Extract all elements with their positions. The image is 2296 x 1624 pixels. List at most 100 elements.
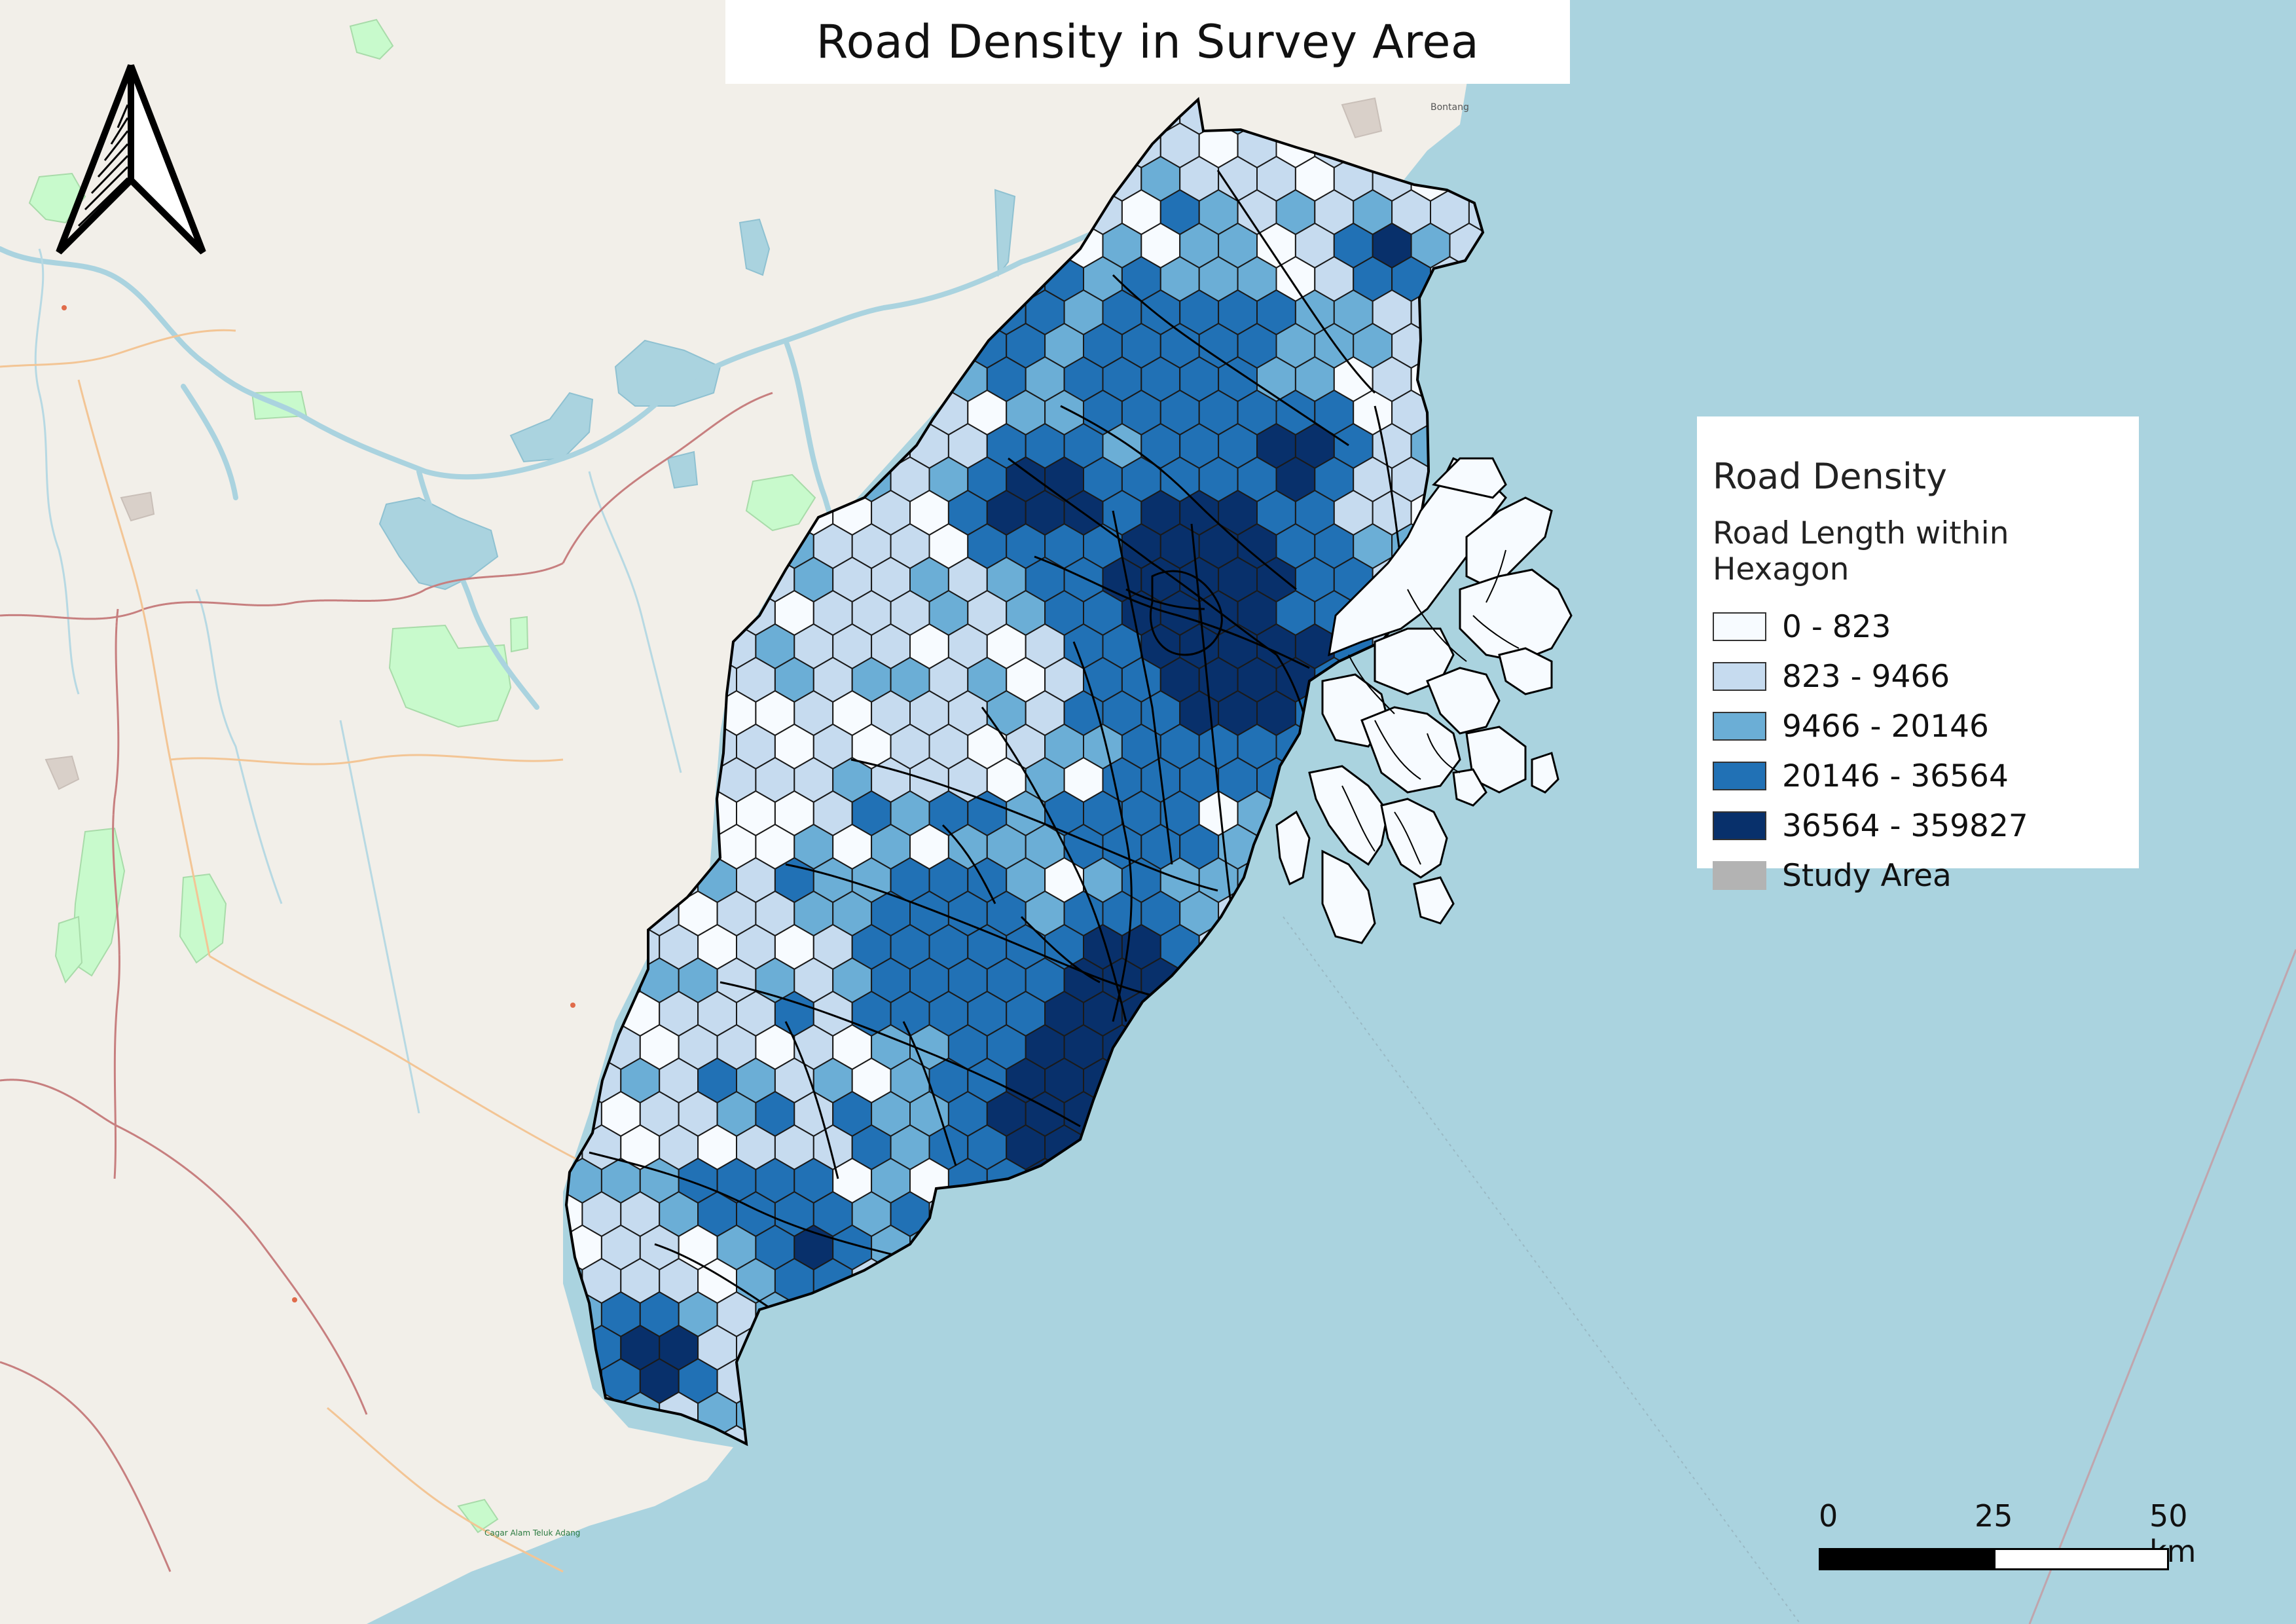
hexagon-cell <box>909 1424 949 1444</box>
hexagon-cell <box>1449 1291 1483 1338</box>
hexagon-cell <box>1063 1291 1104 1338</box>
hexagon-cell <box>1294 1090 1335 1137</box>
hexagon-cell <box>1218 1357 1258 1405</box>
hexagon-cell <box>1179 1224 1220 1271</box>
hexagon-cell <box>1372 1424 1412 1444</box>
hexagon-cell <box>1430 1057 1470 1104</box>
map-title-box: Road Density in Survey Area <box>725 0 1570 84</box>
hexagon-cell <box>1488 824 1527 869</box>
hexagon-cell <box>1218 1224 1258 1271</box>
hexagon-cell <box>1159 1190 1200 1238</box>
hexagon-cell <box>890 1324 930 1371</box>
hexagon-cell <box>1314 1190 1355 1238</box>
hexagon-cell <box>1294 1024 1335 1071</box>
hexagon-cell <box>1430 322 1470 369</box>
hexagon-cell <box>1372 1224 1412 1271</box>
hexagon-cell <box>1256 1024 1296 1071</box>
hexagon-cell <box>1044 1324 1084 1371</box>
hexagon-cell <box>1391 923 1431 970</box>
hexagon-cell <box>1468 322 1483 369</box>
hexagon-cell <box>1488 290 1527 335</box>
legend-item[interactable]: 0 - 823 <box>1713 602 2139 652</box>
hexagon-cell <box>1468 1257 1483 1304</box>
hexagon-cell <box>1333 1357 1374 1405</box>
hexagon-cell <box>1449 890 1483 937</box>
hexagon-cell <box>1449 1157 1483 1204</box>
hexagon-cell <box>1063 1424 1104 1444</box>
streams <box>34 248 682 1114</box>
hexagon-cell <box>793 1424 834 1444</box>
hexagon-cell <box>1237 1391 1277 1438</box>
hexagon-cell <box>890 1391 930 1438</box>
hexagon-cell <box>871 1357 911 1405</box>
hexagon-cell <box>1237 1190 1277 1238</box>
hexagon-cell <box>1140 1357 1181 1405</box>
legend-item[interactable]: Study Area <box>1713 851 2139 900</box>
hexagon-cell <box>832 1291 873 1338</box>
place-label-coastal: Cagar Alam Teluk Adang <box>484 1528 580 1538</box>
hexagon-cell <box>1140 1024 1181 1071</box>
hexagon-cell <box>774 1324 814 1371</box>
hexagon-cell <box>1275 1324 1316 1371</box>
hexagon-cell <box>1256 1357 1296 1405</box>
hexagon-cell <box>1006 1190 1046 1238</box>
hexagon-cell <box>1294 1224 1335 1271</box>
legend-item[interactable]: 36564 - 359827 <box>1713 801 2139 851</box>
legend-item[interactable]: 9466 - 20146 <box>1713 701 2139 751</box>
legend-swatch <box>1713 662 1766 691</box>
hexagon-cell <box>1372 890 1412 937</box>
hexagon-cell <box>1140 1157 1181 1204</box>
hexagon-cell <box>1333 1291 1374 1338</box>
hexagon-cell <box>851 1391 892 1438</box>
hexagon-cell <box>1025 1224 1065 1271</box>
shipping-route <box>1283 916 1801 1624</box>
hexagon-cell <box>1025 1424 1065 1444</box>
hexagon-cell <box>1372 957 1412 1004</box>
hexagon-cell <box>1488 891 1527 936</box>
hexagon-cell <box>1449 1024 1483 1071</box>
hexagon-cell <box>1102 1157 1142 1204</box>
hexagon-cell <box>1179 1291 1220 1338</box>
hexagon-cell <box>1083 1391 1123 1438</box>
hexagon-cell <box>1488 357 1527 401</box>
hexagon-cell <box>1468 1190 1483 1238</box>
hexagon-cell <box>1314 1257 1355 1304</box>
legend-item[interactable]: 823 - 9466 <box>1713 652 2139 701</box>
legend-item-label: 9466 - 20146 <box>1782 708 1989 745</box>
hexagon-cell <box>1083 1190 1123 1238</box>
hexagon-cell <box>1353 1391 1393 1438</box>
legend-item[interactable]: 20146 - 36564 <box>1713 751 2139 801</box>
hexagon-cell <box>1353 1124 1393 1171</box>
hexagon-cell <box>1410 1224 1451 1271</box>
hexagon-cell <box>1063 1357 1104 1405</box>
hexagon-cell <box>1314 990 1355 1037</box>
land-area <box>0 0 1481 1624</box>
hexagon-cell <box>909 1291 949 1338</box>
hexagon-cell <box>1218 1157 1258 1204</box>
north-arrow-icon[interactable] <box>56 64 206 255</box>
hexagon-cell <box>1159 1257 1200 1304</box>
hexagon-cell <box>1044 1391 1084 1438</box>
hexagon-cell <box>1121 1057 1161 1104</box>
hexagon-cell <box>1449 957 1483 1004</box>
hexagon-cell <box>928 1257 969 1304</box>
hexagon-cell <box>1083 1257 1123 1304</box>
hexagon-cell <box>1333 957 1374 1004</box>
delta-channels <box>1341 549 1520 865</box>
hexagon-cell <box>1121 1124 1161 1171</box>
hexagon-cell <box>1391 1257 1431 1304</box>
hexagon-cell <box>947 1224 988 1271</box>
hexagon-cell <box>1179 1090 1220 1137</box>
hexagon-cell <box>1468 389 1483 436</box>
hexagon-cell <box>1218 1024 1258 1071</box>
hexagon-cell <box>1468 1057 1483 1104</box>
hexagon-cell <box>1275 1391 1316 1438</box>
hexagon-cell <box>1198 1190 1239 1238</box>
hexagon-cell <box>1063 1157 1104 1204</box>
hexagon-cell <box>1198 1124 1239 1171</box>
hexagon-cell <box>1468 255 1483 303</box>
hexagon-cell <box>851 1324 892 1371</box>
hexagon-cell <box>1294 1424 1335 1444</box>
hexagon-cell <box>1179 1357 1220 1405</box>
